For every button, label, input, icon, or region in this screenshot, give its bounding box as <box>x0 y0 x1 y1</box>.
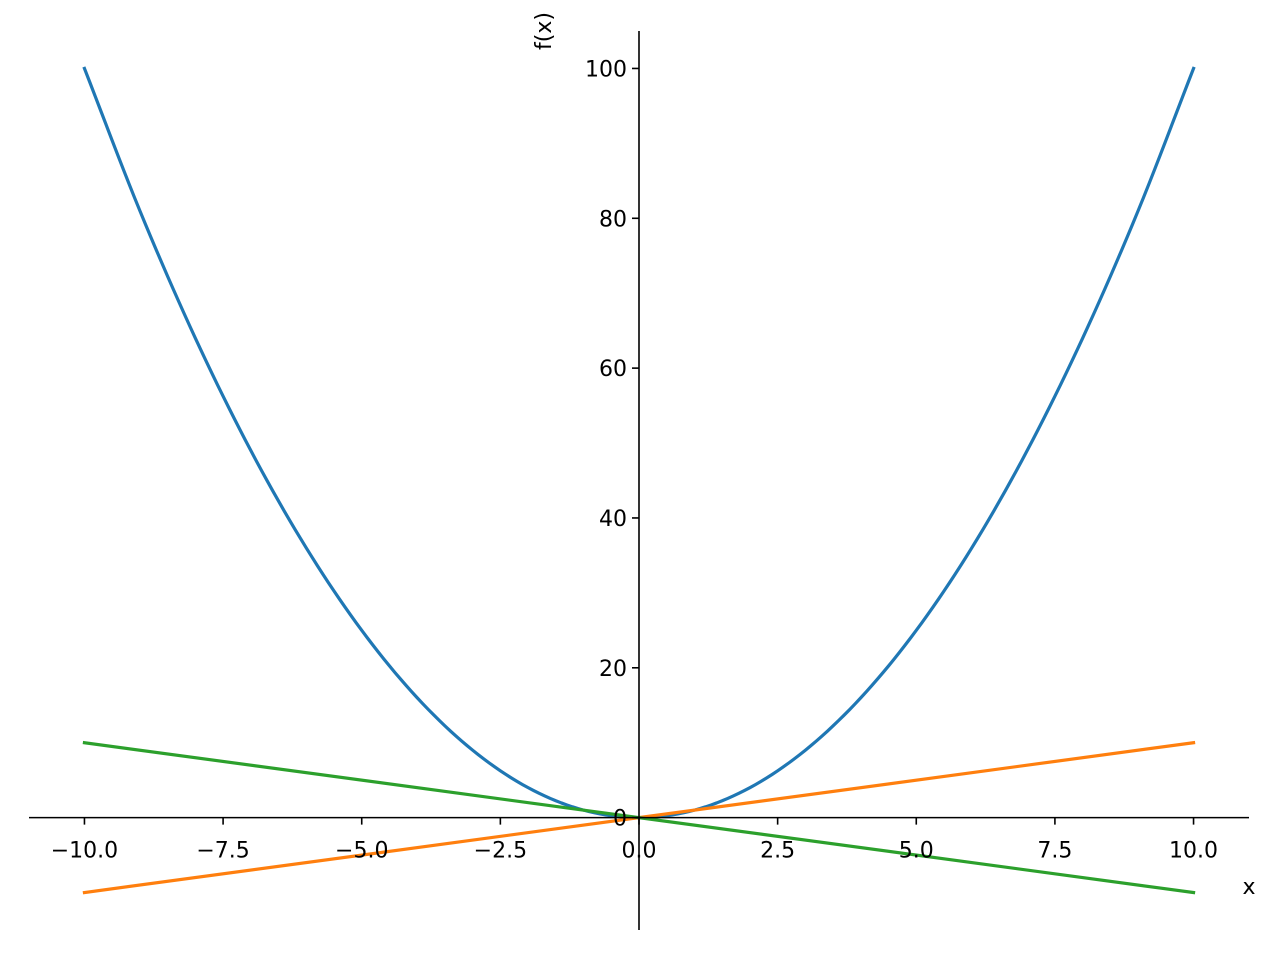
y-tick-label: 80 <box>599 207 627 232</box>
x-tick-label: −5.0 <box>335 839 388 864</box>
x-tick-label: 2.5 <box>760 839 795 864</box>
y-tick-label: 40 <box>599 507 627 532</box>
x-tick-label: −2.5 <box>474 839 527 864</box>
y-tick-label: 0 <box>613 807 627 832</box>
y-tick-label: 20 <box>599 657 627 682</box>
x-tick-label: 0.0 <box>622 839 657 864</box>
axes-layer <box>29 31 1249 930</box>
y-tick-label: 60 <box>599 357 627 382</box>
y-tick-label: 100 <box>585 57 627 82</box>
x-tick-label: 5.0 <box>899 839 934 864</box>
y-axis-label: f(x) <box>532 12 557 50</box>
x-tick-label: −10.0 <box>51 839 118 864</box>
ticks-layer: −10.0 −7.5 −5.0 −2.5 0.0 2.5 5.0 7.5 10.0 0 20 40 60… <box>51 57 1218 863</box>
x-tick-label: 7.5 <box>1037 839 1072 864</box>
x-tick-label: −7.5 <box>196 839 249 864</box>
x-axis-label: x <box>1242 875 1255 900</box>
x-tick-label: 10.0 <box>1169 839 1218 864</box>
